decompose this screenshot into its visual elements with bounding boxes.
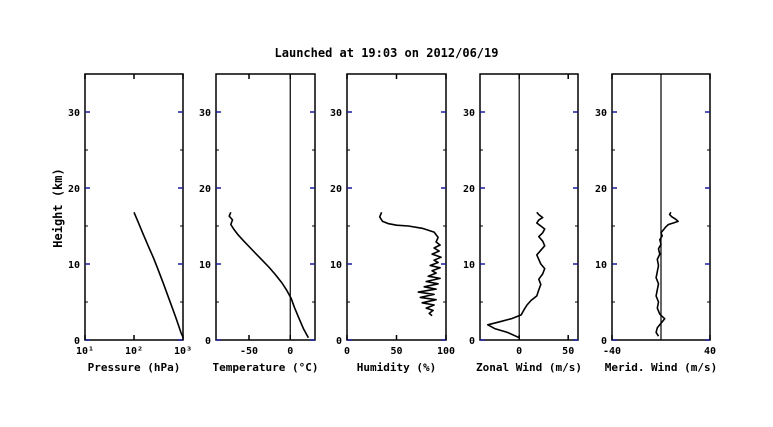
- temperature-xtick-label: 0: [287, 346, 293, 357]
- meridional-wind-panel: 0 10 20 30 -40 40 Merid. Wind (m/s): [595, 73, 718, 374]
- pressure-xtick-label: 10²: [125, 346, 143, 357]
- zonal-wind-panel: 0 10 20 30 0 50 Zonal Wind (m/s): [463, 73, 582, 374]
- temperature-ytick-label: 30: [199, 108, 211, 119]
- meridional-wind-profile-line: [655, 211, 679, 337]
- pressure-xtick-label: 10¹: [76, 346, 94, 357]
- pressure-frame: [84, 73, 184, 341]
- height-axis-label: Height (km): [51, 168, 65, 247]
- humidity-xlabel: Humidity (%): [357, 361, 436, 374]
- zonal-wind-ytick-label: 20: [463, 184, 475, 195]
- zonal-wind-xlabel: Zonal Wind (m/s): [476, 361, 582, 374]
- pressure-xtick-label: 10³: [174, 346, 192, 357]
- meridional-wind-xtick-label: 40: [704, 346, 716, 357]
- humidity-xtick-label: 50: [390, 346, 402, 357]
- zonal-wind-xtick-label: 0: [516, 346, 522, 357]
- humidity-xtick-label: 100: [437, 346, 455, 357]
- zonal-wind-profile-line: [486, 211, 546, 339]
- temperature-profile-line: [228, 211, 310, 339]
- temperature-xlabel: Temperature (°C): [213, 361, 319, 374]
- zonal-wind-ytick-label: 10: [463, 260, 475, 271]
- humidity-ytick-label: 0: [336, 336, 342, 347]
- humidity-ytick-label: 20: [330, 184, 342, 195]
- humidity-ytick-label: 30: [330, 108, 342, 119]
- meridional-wind-xtick-label: -40: [603, 346, 621, 357]
- pressure-ytick-label: 10: [68, 260, 80, 271]
- humidity-xtick-label: 0: [344, 346, 350, 357]
- meridional-wind-xlabel: Merid. Wind (m/s): [605, 361, 718, 374]
- meridional-wind-ytick-label: 0: [601, 336, 607, 347]
- meridional-wind-ytick-label: 10: [595, 260, 607, 271]
- temperature-ytick-label: 20: [199, 184, 211, 195]
- pressure-xlabel: Pressure (hPa): [88, 361, 181, 374]
- zonal-wind-xtick-label: 50: [562, 346, 574, 357]
- temperature-panel: 0 10 20 30 -50 0 Temperature (°C): [199, 73, 319, 374]
- meridional-wind-ytick-label: 20: [595, 184, 607, 195]
- humidity-profile-line: [378, 211, 442, 317]
- pressure-panel: 0 10 20 30 10¹ 10² 10³ Pressure (hPa): [68, 73, 192, 374]
- zonal-wind-ytick-label: 30: [463, 108, 475, 119]
- temperature-frame: [215, 73, 316, 341]
- pressure-ytick-label: 0: [74, 336, 80, 347]
- temperature-ytick-label: 0: [205, 336, 211, 347]
- humidity-ytick-label: 10: [330, 260, 342, 271]
- meridional-wind-ytick-label: 30: [595, 108, 607, 119]
- temperature-xtick-label: -50: [240, 346, 258, 357]
- pressure-profile-line: [133, 211, 184, 339]
- profile-panels: 0 10 20 30 10¹ 10² 10³ Pressure (hPa) 0 10 20 30 -50…: [68, 73, 718, 374]
- zonal-wind-ytick-label: 0: [469, 336, 475, 347]
- pressure-ytick-label: 30: [68, 108, 80, 119]
- pressure-ytick-label: 20: [68, 184, 80, 195]
- figure-title: Launched at 19:03 on 2012/06/19: [274, 46, 499, 60]
- temperature-ytick-label: 10: [199, 260, 211, 271]
- zonal-wind-frame: [479, 73, 579, 341]
